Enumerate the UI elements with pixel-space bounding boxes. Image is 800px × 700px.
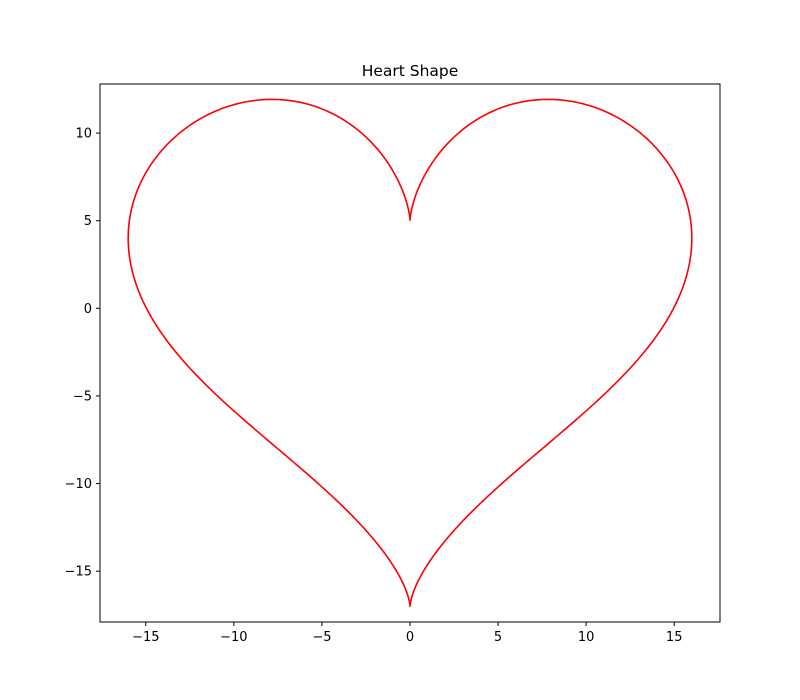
- y-tick-label: 10: [75, 127, 92, 142]
- x-tick-label: −10: [220, 630, 247, 645]
- series-layer: [127, 98, 693, 608]
- x-tick-label: 15: [666, 630, 683, 645]
- y-tick-label: −5: [73, 389, 92, 404]
- chart-title: Heart Shape: [362, 62, 459, 80]
- x-axis: −15 −10 −5 0 5 10 15: [132, 622, 682, 645]
- y-axis: −15 −10 −5 0 5 10: [65, 127, 100, 580]
- x-tick-label: 5: [494, 630, 502, 645]
- plot-area: [99, 83, 721, 623]
- x-tick-label: −5: [312, 630, 331, 645]
- y-tick-label: −10: [65, 477, 92, 492]
- x-tick-label: 10: [578, 630, 595, 645]
- x-tick-label: 0: [406, 630, 414, 645]
- y-tick-label: 0: [84, 302, 92, 317]
- x-tick-label: −15: [132, 630, 159, 645]
- y-tick-label: 5: [84, 214, 92, 229]
- heart-series-line: [127, 98, 693, 608]
- y-tick-label: −15: [65, 565, 92, 580]
